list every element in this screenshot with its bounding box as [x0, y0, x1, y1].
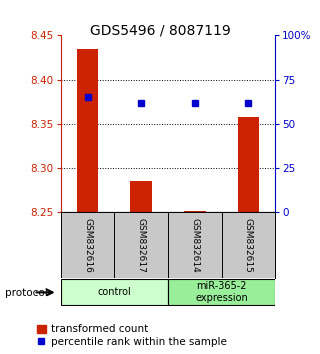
Bar	[238, 117, 259, 212]
Text: protocol: protocol	[5, 288, 48, 298]
Bar	[131, 181, 152, 212]
Bar	[168, 279, 275, 305]
Text: GSM832616: GSM832616	[83, 218, 92, 273]
Text: miR-365-2
expression: miR-365-2 expression	[195, 281, 248, 303]
Text: GDS5496 / 8087119: GDS5496 / 8087119	[90, 23, 230, 37]
Bar	[61, 279, 168, 305]
Text: GSM832614: GSM832614	[190, 218, 199, 273]
Bar	[77, 48, 98, 212]
Text: GSM832615: GSM832615	[244, 218, 253, 273]
Text: control: control	[98, 287, 131, 297]
Legend: transformed count, percentile rank within the sample: transformed count, percentile rank withi…	[37, 324, 227, 347]
Text: GSM832617: GSM832617	[137, 218, 146, 273]
Bar	[184, 211, 205, 212]
